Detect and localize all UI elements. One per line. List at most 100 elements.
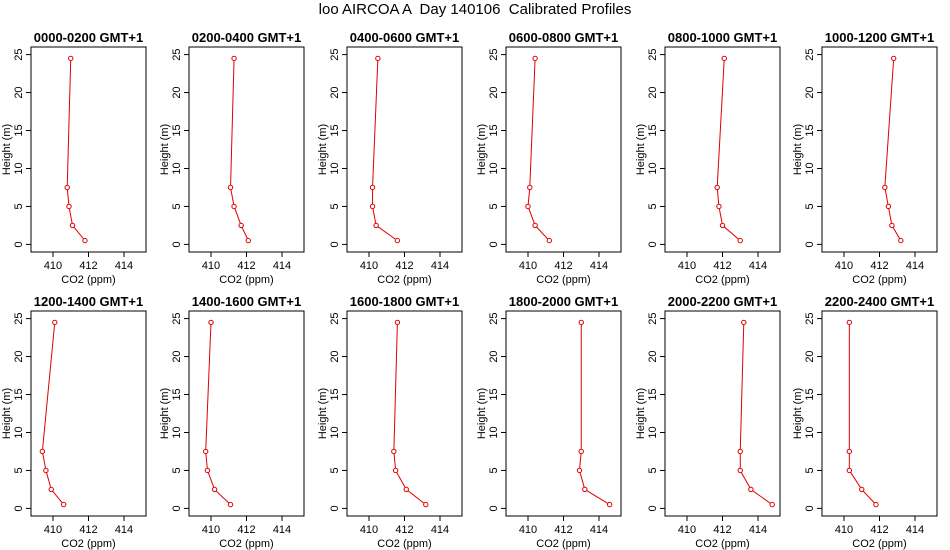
y-tick-label: 10: [488, 162, 500, 174]
y-tick-label: 0: [488, 241, 500, 247]
y-tick-label: 5: [13, 203, 25, 209]
y-axis-label: Height (m): [635, 124, 647, 175]
profile-panel: 1600-1800 GMT+1 410 412 414 0 5 10 15 20 25 CO2 (p…: [317, 294, 463, 550]
profile-line: [393, 322, 427, 506]
y-axis-label: Height (m): [159, 388, 171, 439]
y-tick-label: 20: [171, 86, 183, 98]
data-point: [394, 319, 401, 326]
data-point: [66, 203, 72, 210]
data-point: [582, 486, 588, 493]
x-tick-label: 414: [906, 260, 924, 272]
y-tick-label: 15: [804, 388, 816, 400]
x-tick-label: 410: [835, 524, 853, 536]
x-axis-label: CO2 (ppm): [219, 274, 273, 286]
data-point: [373, 222, 379, 229]
data-point: [716, 203, 722, 210]
x-tick-label: 410: [360, 260, 378, 272]
y-tick-label: 15: [647, 388, 659, 400]
x-axis-label: CO2 (ppm): [536, 538, 590, 550]
x-tick-label: 410: [44, 524, 62, 536]
data-point: [231, 55, 237, 62]
x-tick-label: 410: [202, 524, 220, 536]
y-tick-label: 5: [488, 467, 500, 473]
data-point: [606, 501, 613, 508]
y-tick-label: 20: [329, 350, 341, 362]
y-tick-label: 0: [13, 505, 25, 511]
panel-title: 1000-1200 GMT+1: [825, 30, 934, 45]
data-point: [60, 501, 67, 508]
y-tick-label: 5: [647, 467, 659, 473]
profile-panel: 2200-2400 GMT+1 410 412 414 0 5 10 15 20 25 CO2 (p…: [792, 294, 938, 550]
y-tick-label: 15: [171, 124, 183, 136]
y-axis-label: Height (m): [476, 388, 488, 439]
profile-line: [739, 322, 773, 506]
data-point: [846, 448, 853, 455]
profile-line: [41, 322, 65, 505]
data-point: [578, 319, 584, 326]
data-point: [873, 501, 879, 508]
plot-frame: [505, 46, 622, 253]
y-tick-label: 5: [488, 203, 500, 209]
y-tick-label: 0: [488, 505, 500, 511]
x-tick-label: 414: [115, 524, 133, 536]
y-tick-label: 25: [171, 312, 183, 324]
profile-line: [205, 322, 231, 505]
data-point: [39, 448, 46, 455]
profile-panel: 2000-2200 GMT+1 410 412 414 0 5 10 15 20 25 CO2 (p…: [635, 294, 781, 550]
y-tick-label: 10: [647, 426, 659, 438]
y-tick-label: 15: [171, 388, 183, 400]
x-tick-label: 412: [713, 524, 731, 536]
y-axis-label: Height (m): [1, 388, 13, 439]
y-axis-label: Height (m): [1, 124, 13, 175]
y-tick-label: 10: [13, 162, 25, 174]
data-point: [532, 55, 538, 62]
data-point: [43, 467, 49, 474]
data-point: [48, 486, 54, 493]
y-tick-label: 20: [488, 86, 500, 98]
profile-panel: 0400-0600 GMT+1 410 412 414 0 5 10 15 20 25 CO2 (p…: [317, 30, 463, 286]
data-point: [719, 222, 726, 229]
x-tick-label: 412: [237, 260, 255, 272]
x-axis-label: CO2 (ppm): [377, 538, 431, 550]
x-tick-label: 412: [79, 524, 97, 536]
x-tick-label: 412: [870, 524, 888, 536]
data-point: [889, 222, 895, 229]
x-axis-label: CO2 (ppm): [852, 274, 906, 286]
panel-title: 1200-1400 GMT+1: [34, 294, 143, 309]
y-tick-label: 20: [329, 86, 341, 98]
data-point: [846, 467, 853, 474]
data-point: [846, 319, 853, 326]
data-point: [890, 55, 897, 62]
x-tick-label: 410: [835, 260, 853, 272]
plot-frame: [664, 310, 781, 517]
data-point: [578, 448, 584, 455]
panel-title: 0200-0400 GMT+1: [192, 30, 301, 45]
x-tick-label: 412: [870, 260, 888, 272]
y-tick-label: 25: [488, 312, 500, 324]
data-point: [737, 237, 743, 244]
profile-line: [884, 58, 902, 241]
y-tick-label: 0: [647, 505, 659, 511]
x-axis-label: CO2 (ppm): [219, 538, 273, 550]
panel-title: 0600-0800 GMT+1: [509, 30, 618, 45]
panel-title: 2000-2200 GMT+1: [668, 294, 777, 309]
panel-title: 1600-1800 GMT+1: [350, 294, 459, 309]
data-point: [394, 237, 401, 244]
data-point: [211, 486, 218, 493]
profile-panel: 0000-0200 GMT+1 410 412 414 0 5 10 15 20 25 CO2 (p…: [1, 30, 147, 286]
y-axis-label: Height (m): [792, 388, 804, 439]
data-point: [403, 486, 409, 493]
y-tick-label: 25: [647, 312, 659, 324]
y-tick-label: 10: [329, 162, 341, 174]
y-tick-label: 20: [804, 350, 816, 362]
y-tick-label: 15: [329, 124, 341, 136]
x-axis-label: CO2 (ppm): [536, 274, 590, 286]
y-tick-label: 25: [804, 48, 816, 60]
profile-line: [372, 58, 398, 242]
y-tick-label: 0: [171, 505, 183, 511]
y-tick-label: 20: [13, 350, 25, 362]
y-axis-label: Height (m): [317, 124, 329, 175]
y-tick-label: 10: [13, 426, 25, 438]
x-tick-label: 410: [678, 260, 696, 272]
